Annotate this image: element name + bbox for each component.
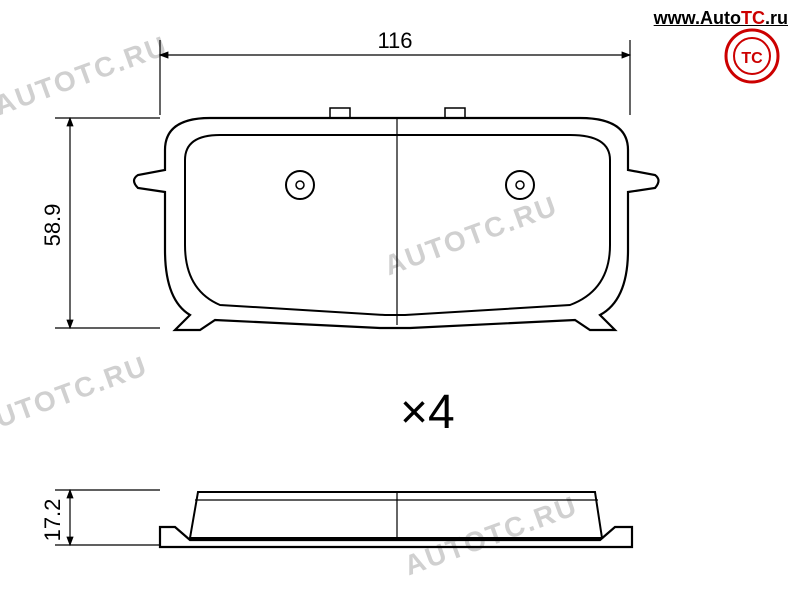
hole-right bbox=[506, 171, 534, 199]
technical-drawing: 116 58.9 17.2 bbox=[0, 0, 800, 600]
hole-left bbox=[286, 171, 314, 199]
dim-height: 58.9 bbox=[40, 204, 65, 247]
pad-side-friction bbox=[190, 492, 602, 538]
pad-backplate bbox=[134, 118, 659, 330]
dim-thickness: 17.2 bbox=[40, 499, 65, 542]
dim-width: 116 bbox=[377, 28, 412, 53]
